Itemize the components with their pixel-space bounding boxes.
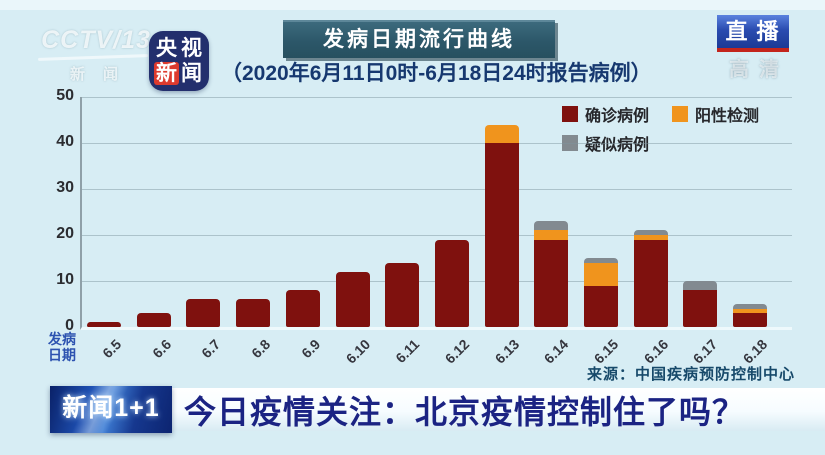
app-logo-char-red: 新 [154,62,179,85]
bar-group-6.16 [633,230,668,327]
bar-group-6.15 [584,258,618,327]
bar-segment-确诊病例 [683,290,718,327]
y-tick-label: 10 [56,271,74,288]
bar-segment-确诊病例 [87,322,121,327]
gridline-y30 [82,188,792,190]
x-tick-label: 6.5 [99,336,125,362]
x-axis-title: 发病 日期 [48,331,76,363]
legend-swatch [562,106,578,122]
legend-item-疑似病例: 疑似病例 [562,131,672,155]
bar-segment-阳性检测 [584,262,618,286]
x-tick-label: 6.17 [690,336,721,367]
data-source-caption: 来源：中国疾病预防控制中心 [586,366,795,383]
bar-segment-确诊病例 [434,239,469,327]
gridline-y40 [82,142,792,144]
bar-segment-疑似病例 [633,230,668,235]
bar-segment-确诊病例 [186,299,221,327]
x-tick-label: 6.9 [298,336,324,362]
news-1plus1-logo: 新闻1+1 [50,386,172,433]
epidemic-curve-chart: 确诊病例 阳性检测疑似病例 0 10 20 30 40 50 6.5 6.6 6.7 6.8 6.9 6… [56,87,792,367]
y-tick-label: 40 [56,133,74,150]
chart-subtitle: （2020年6月11日0时-6月18日24时报告病例） [221,62,652,85]
bar-segment-疑似病例 [733,304,768,309]
x-tick-label: 6.7 [198,336,224,362]
gridline-y20 [82,234,792,236]
bar-segment-确诊病例 [236,299,271,327]
legend-item-确诊病例: 确诊病例 [562,102,672,126]
bar-segment-确诊病例 [733,313,768,327]
x-tick-label: 6.16 [640,336,672,367]
x-tick-label: 6.15 [590,336,622,367]
bar-segment-确诊病例 [484,143,519,327]
bar-group-6.5 [87,322,121,327]
headline-banner: 今日疫情关注：北京疫情控制住了吗？ [168,388,825,431]
bar-segment-确诊病例 [136,313,171,327]
cctv13-channel-text: CCTV/13 [41,26,151,54]
bar-segment-阳性检测 [633,235,668,240]
legend-swatch [672,106,688,122]
cctv13-swoosh [37,54,149,61]
bar-segment-阳性检测 [534,230,569,240]
cctv-news-app-logo: 央 视 新 闻 [149,31,209,91]
x-tick-label: 6.11 [392,336,423,367]
legend-label: 疑似病例 [585,137,650,154]
x-tick-label: 6.14 [541,336,572,367]
y-tick-label: 20 [56,225,74,242]
bar-group-6.7 [186,299,221,327]
bar-group-6.10 [335,271,370,327]
app-logo-char: 闻 [181,62,202,85]
headline-text: 今日疫情关注：北京疫情控制住了吗？ [184,393,746,430]
bar-group-6.13 [484,124,519,327]
x-tick-label: 6.18 [739,336,771,367]
top-strip [0,0,825,10]
bar-segment-确诊病例 [385,262,420,327]
bar-segment-确诊病例 [534,239,569,327]
cctv13-watermark: CCTV/13 新闻 [36,26,156,84]
bar-group-6.14 [534,221,569,327]
y-tick-label: 50 [56,87,74,104]
legend-label: 阳性检测 [695,108,760,125]
x-tick-label: 6.10 [342,336,373,367]
bar-group-6.17 [683,281,718,327]
bar-segment-确诊病例 [335,271,370,327]
y-tick-label: 0 [65,317,74,334]
chart-legend: 确诊病例 阳性检测疑似病例 [562,102,784,155]
bar-group-6.12 [434,239,469,327]
bar-segment-疑似病例 [534,221,569,231]
bar-segment-疑似病例 [683,281,718,291]
bar-segment-疑似病例 [584,258,618,263]
x-tick-label: 6.12 [441,336,473,367]
x-tick-label: 6.8 [248,336,274,362]
live-badge: 直播 [717,15,789,52]
bar-group-6.8 [236,299,271,327]
bar-group-6.9 [285,290,320,327]
y-tick-label: 30 [56,179,74,196]
app-logo-char: 央 [156,37,177,60]
bar-segment-确诊病例 [285,290,320,327]
chart-title-banner: 发病日期流行曲线 [283,20,555,58]
bar-segment-确诊病例 [584,285,618,327]
bar-segment-确诊病例 [633,239,668,327]
cctv13-news-text: 新闻 [69,66,136,83]
legend-item-阳性检测: 阳性检测 [672,102,782,126]
bar-group-6.18 [733,304,768,327]
app-logo-char: 视 [181,37,202,60]
legend-label: 确诊病例 [585,108,650,125]
x-tick-label: 6.6 [148,336,175,362]
x-tick-label: 6.13 [491,336,522,367]
hd-watermark: 高清 [729,59,789,81]
bar-group-6.6 [136,313,171,327]
bar-segment-阳性检测 [484,124,519,143]
bar-group-6.11 [385,262,420,327]
legend-swatch [562,135,578,151]
bar-segment-阳性检测 [733,308,768,314]
gridline-y50 [82,96,792,98]
